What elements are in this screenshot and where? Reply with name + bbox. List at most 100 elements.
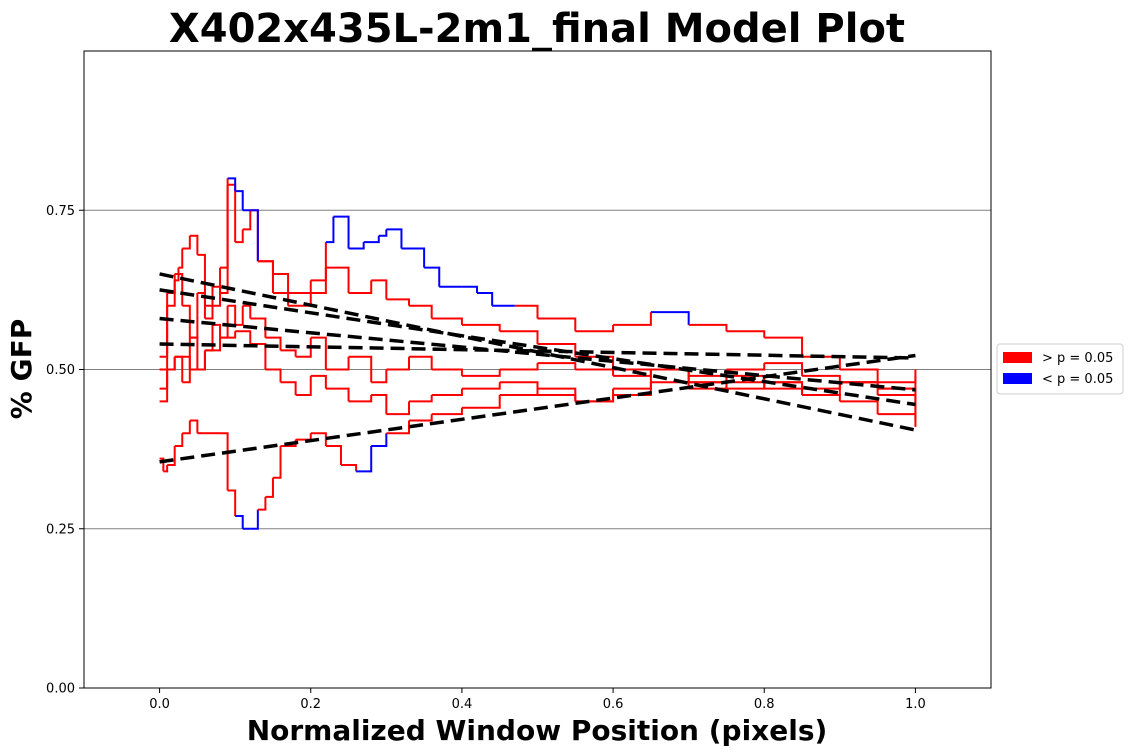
chart-title: X402x435L-2m1_final Model Plot	[169, 6, 905, 52]
y-tick-label: 0.00	[46, 682, 75, 697]
series-5-segment	[386, 420, 411, 435]
series-4-segment	[409, 394, 433, 403]
series-3-segment	[182, 337, 191, 384]
series-4-segment	[431, 388, 463, 396]
series-2-segment	[167, 273, 176, 307]
series-3-segment	[461, 369, 501, 377]
series-2-segment	[650, 311, 690, 325]
series-5-segment	[167, 445, 176, 467]
series-2-segment	[461, 285, 479, 294]
series-5-segment	[537, 387, 577, 402]
series-1-segment	[386, 298, 411, 306]
y-axis: 0.00 0.25 0.50 0.75	[46, 204, 84, 697]
series-2-segment	[182, 304, 191, 338]
y-tick-label: 0.50	[46, 363, 75, 378]
series-1-segment	[325, 266, 350, 294]
series-5-segment	[325, 444, 342, 466]
series-4-segment	[280, 381, 297, 395]
series-5-segment	[159, 457, 165, 472]
series-2-segment	[613, 312, 652, 326]
series-4-segment	[310, 374, 327, 389]
series-3-segment	[220, 305, 229, 339]
series-3-segment	[348, 355, 373, 383]
legend-label: > p = 0.05	[1042, 351, 1113, 366]
series-4-segment	[204, 337, 222, 352]
series-3-segment	[310, 336, 327, 370]
x-tick-label: 0.0	[149, 697, 170, 712]
x-tick-label: 1.0	[905, 697, 926, 712]
series-4-segment	[325, 387, 350, 402]
series-5-segment	[250, 509, 259, 530]
series-1-segment	[227, 183, 237, 243]
series-5-segment	[174, 433, 184, 447]
legend-swatch	[1003, 373, 1032, 384]
series-3-segment	[371, 369, 388, 384]
series-3-segment	[235, 305, 244, 326]
series-1-segment	[431, 317, 463, 325]
x-axis-label: Normalized Window Position (pixels)	[247, 714, 828, 747]
fit-line-2	[159, 288, 916, 407]
y-tick-label: 0.75	[46, 204, 75, 219]
series-4-segment	[174, 355, 191, 370]
series-2-segment	[235, 190, 244, 211]
y-axis-label: % GFP	[5, 319, 38, 419]
series-1-segment	[242, 210, 252, 231]
series-5-segment	[220, 432, 229, 491]
x-tick-label: 0.4	[452, 697, 473, 712]
series-2-segment	[537, 317, 577, 332]
fit-layer	[159, 272, 916, 464]
series-2-segment	[212, 267, 222, 307]
series-2-segment	[197, 292, 206, 319]
series-5-segment	[613, 369, 652, 390]
series-2-segment	[250, 209, 259, 262]
legend-label: < p = 0.05	[1042, 372, 1113, 387]
series-4-segment	[537, 393, 577, 402]
series-5-segment	[461, 394, 501, 409]
series-3-segment	[409, 355, 433, 370]
series-5-segment	[182, 420, 191, 435]
series-5-segment	[356, 445, 373, 473]
series-4-segment	[235, 330, 252, 345]
series-5-segment	[257, 496, 267, 511]
series-2-segment	[877, 369, 917, 384]
series-4-segment	[265, 368, 282, 383]
legend-swatch	[1003, 352, 1032, 363]
series-5-segment	[265, 477, 274, 498]
series-4-segment	[159, 356, 176, 371]
series-2-segment	[220, 178, 229, 269]
series-2-segment	[257, 260, 274, 274]
series-2-segment	[333, 215, 350, 249]
series-3-segment	[280, 349, 297, 357]
series-2-segment	[189, 293, 199, 339]
series-2-segment	[325, 216, 335, 244]
series-1-segment	[348, 280, 373, 295]
x-tick-label: 0.6	[603, 697, 624, 712]
series-1-segment	[178, 248, 184, 269]
series-5-segment	[295, 433, 312, 441]
series-2-segment	[401, 247, 426, 268]
series-2-segment	[310, 242, 327, 282]
series-5-segment	[189, 419, 199, 434]
series-1-segment	[182, 235, 191, 250]
series-4-segment	[250, 343, 267, 370]
series-4-segment	[802, 374, 841, 383]
legend: > p = 0.05 < p = 0.05	[996, 343, 1124, 395]
series-5-segment	[227, 489, 237, 517]
series-5-segment	[163, 465, 169, 473]
series-2-segment	[514, 304, 539, 319]
series-1-segment	[461, 323, 501, 332]
series-1-segment	[174, 267, 180, 282]
series-5-segment	[235, 515, 244, 529]
series-1-segment	[250, 209, 259, 262]
series-3-segment	[250, 317, 267, 338]
y-tick-label: 0.25	[46, 522, 75, 537]
series-3-segment	[499, 363, 539, 371]
series-5-segment	[310, 432, 327, 446]
series-1-segment	[839, 400, 879, 415]
series-3-segment	[325, 356, 350, 371]
series-2-segment	[204, 305, 214, 320]
series-5-segment	[499, 388, 539, 396]
series-2-segment	[378, 229, 388, 237]
series-2-segment	[348, 242, 365, 250]
